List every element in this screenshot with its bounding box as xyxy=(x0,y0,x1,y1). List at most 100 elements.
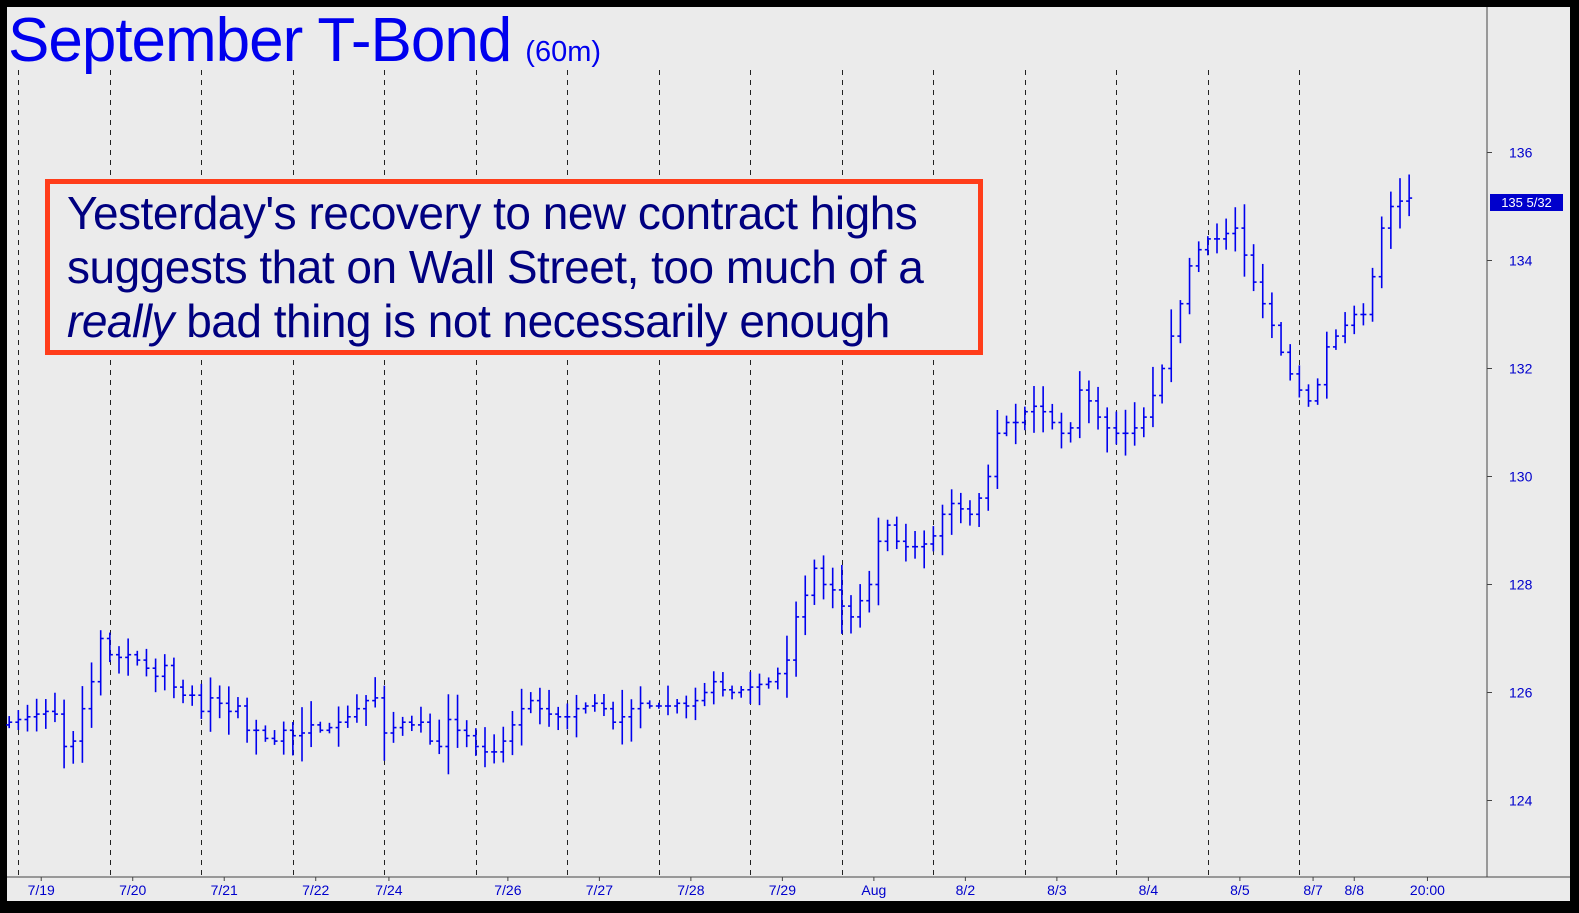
price-bar xyxy=(1085,380,1092,424)
price-bar xyxy=(646,700,653,709)
price-bar xyxy=(811,559,818,605)
price-bar xyxy=(628,699,635,742)
price-bar xyxy=(1360,303,1367,326)
price-bar xyxy=(738,686,745,698)
price-bar xyxy=(756,673,763,706)
price-bar xyxy=(1287,344,1294,381)
x-tick-label: 7/27 xyxy=(586,882,613,898)
y-tick-label: 128 xyxy=(1509,577,1533,593)
price-bar xyxy=(262,725,269,742)
price-bar xyxy=(180,679,187,704)
price-bar xyxy=(427,713,434,745)
price-bar xyxy=(390,711,397,743)
annotation-emphasis: really xyxy=(67,295,174,347)
price-bar xyxy=(289,722,296,756)
price-bar xyxy=(994,409,1001,489)
price-bar xyxy=(88,662,95,728)
chart-title-main: September T-Bond xyxy=(8,6,512,75)
price-bar xyxy=(116,646,122,674)
price-bar xyxy=(829,567,836,609)
price-bar xyxy=(1378,216,1385,289)
price-bar xyxy=(143,648,150,677)
price-bar xyxy=(1058,412,1065,449)
price-bar xyxy=(1342,312,1349,344)
price-bar xyxy=(637,686,644,729)
price-bar xyxy=(619,689,626,745)
price-bar xyxy=(253,719,260,755)
y-tick-label: 136 xyxy=(1509,145,1533,161)
price-bar xyxy=(24,704,31,732)
price-bar xyxy=(491,734,498,764)
price-bar xyxy=(225,686,232,735)
price-bar xyxy=(1012,403,1019,445)
price-bar xyxy=(70,731,77,764)
price-bar xyxy=(1131,402,1138,446)
price-bar xyxy=(1323,331,1330,399)
price-bar xyxy=(555,706,562,731)
price-bar xyxy=(857,584,864,628)
price-bar xyxy=(683,695,690,719)
price-bar xyxy=(97,630,104,696)
price-bar xyxy=(189,685,196,706)
price-bar xyxy=(976,493,983,527)
price-bar xyxy=(1351,305,1358,335)
price-bar xyxy=(42,699,49,729)
price-bar xyxy=(1259,263,1266,319)
price-bar xyxy=(216,685,223,719)
price-bar xyxy=(1250,244,1257,292)
x-tick-label: 8/2 xyxy=(956,882,976,898)
price-bar xyxy=(591,694,598,712)
price-bar xyxy=(729,685,736,700)
x-tick-label: 8/8 xyxy=(1345,882,1365,898)
price-bar xyxy=(317,721,324,733)
price-bar xyxy=(1095,386,1102,430)
price-bar xyxy=(445,694,452,775)
price-bar xyxy=(536,687,543,725)
last-price-label: 135 5/32 xyxy=(1490,194,1563,211)
price-bar xyxy=(820,555,827,600)
x-tick-label: 7/28 xyxy=(677,882,704,898)
price-bar xyxy=(161,654,168,691)
price-bar xyxy=(518,688,525,746)
price-bar xyxy=(381,685,388,761)
price-bar xyxy=(1305,384,1312,407)
price-bar xyxy=(1406,174,1413,217)
price-bar xyxy=(1122,409,1129,456)
price-bar xyxy=(417,706,424,733)
price-bar xyxy=(408,715,415,732)
chart-title: September T-Bond (60m) xyxy=(8,10,601,72)
price-bar xyxy=(719,672,726,697)
price-bar xyxy=(610,701,617,730)
y-tick-label: 124 xyxy=(1509,793,1533,809)
price-bar xyxy=(509,710,516,756)
price-bar xyxy=(692,687,699,721)
price-bar xyxy=(472,728,479,756)
price-bar xyxy=(1040,386,1047,433)
price-bar xyxy=(299,707,305,762)
price-bar xyxy=(280,721,287,755)
annotation-line-3-rest: bad thing is not necessarily enough xyxy=(173,295,890,347)
price-bar xyxy=(234,697,241,719)
price-bar xyxy=(783,635,790,698)
price-bar xyxy=(1223,218,1230,250)
price-bar xyxy=(582,702,589,714)
price-bar xyxy=(207,677,214,732)
price-bar xyxy=(463,720,470,748)
x-tick-label: Aug xyxy=(861,882,886,898)
price-bar xyxy=(1067,422,1074,443)
price-bar xyxy=(573,694,580,738)
price-bar xyxy=(866,570,873,613)
price-bar xyxy=(134,650,141,666)
price-bar xyxy=(1204,236,1211,256)
x-tick-label: 7/21 xyxy=(211,882,238,898)
price-bar xyxy=(1278,322,1285,356)
x-tick-label: 7/22 xyxy=(302,882,329,898)
price-bar xyxy=(774,667,781,690)
y-tick-label: 134 xyxy=(1509,253,1533,269)
y-tick-label: 132 xyxy=(1509,361,1533,377)
y-tick-label: 130 xyxy=(1509,469,1533,485)
price-bar xyxy=(1387,191,1394,249)
price-bar xyxy=(957,492,964,524)
